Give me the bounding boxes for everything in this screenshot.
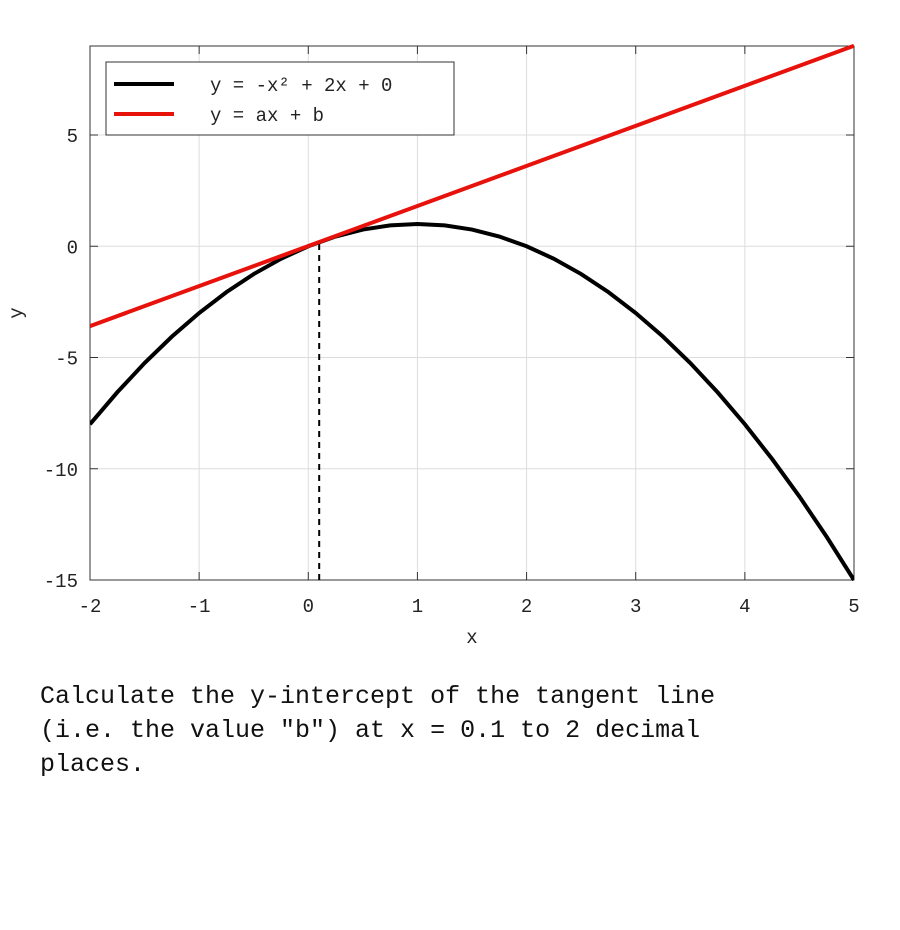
y-tick-label: -15 xyxy=(44,571,78,593)
legend-label: y = ax + b xyxy=(210,105,324,127)
y-tick-label: 0 xyxy=(67,237,78,259)
series-line xyxy=(90,44,854,329)
y-tick-label: -10 xyxy=(44,460,78,482)
x-axis-label: x xyxy=(466,627,477,649)
question-line: (i.e. the value "b") at x = 0.1 to 2 dec… xyxy=(40,716,701,745)
y-tick-label: -5 xyxy=(55,349,78,371)
plot-frame xyxy=(89,45,855,581)
x-tick-label: 1 xyxy=(412,596,423,618)
x-tick-label: 2 xyxy=(521,596,532,618)
legend-box xyxy=(105,61,455,136)
x-tick-label: -1 xyxy=(188,596,211,618)
x-tick-label: 3 xyxy=(630,596,641,618)
question-line: places. xyxy=(40,750,146,779)
x-tick-label: 0 xyxy=(303,596,314,618)
question-line: Calculate the y-intercept of the tangent… xyxy=(40,682,716,711)
question: Calculate the y-intercept of the tangent… xyxy=(40,680,715,782)
x-tick-label: -2 xyxy=(79,596,102,618)
x-tick-label: 5 xyxy=(848,596,859,618)
series-line xyxy=(90,221,854,582)
x-tick-label: 4 xyxy=(739,596,750,618)
legend-label: y = -x² + 2x + 0 xyxy=(210,75,392,97)
y-tick-label: 5 xyxy=(67,126,78,148)
y-axis-label: y xyxy=(6,307,28,318)
